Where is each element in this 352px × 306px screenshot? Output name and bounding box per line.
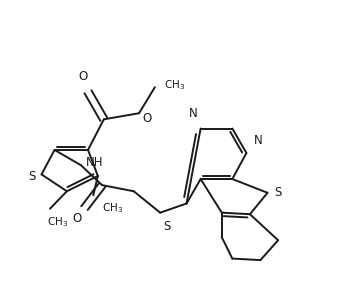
Text: CH$_3$: CH$_3$ bbox=[47, 215, 68, 229]
Text: O: O bbox=[72, 212, 81, 225]
Text: CH$_3$: CH$_3$ bbox=[164, 78, 185, 92]
Text: CH$_3$: CH$_3$ bbox=[102, 201, 123, 215]
Text: S: S bbox=[275, 186, 282, 199]
Text: NH: NH bbox=[86, 156, 104, 169]
Text: O: O bbox=[143, 112, 152, 125]
Text: N: N bbox=[189, 107, 197, 120]
Text: S: S bbox=[29, 170, 36, 183]
Text: N: N bbox=[254, 134, 263, 147]
Text: S: S bbox=[164, 220, 171, 233]
Text: O: O bbox=[78, 70, 87, 83]
